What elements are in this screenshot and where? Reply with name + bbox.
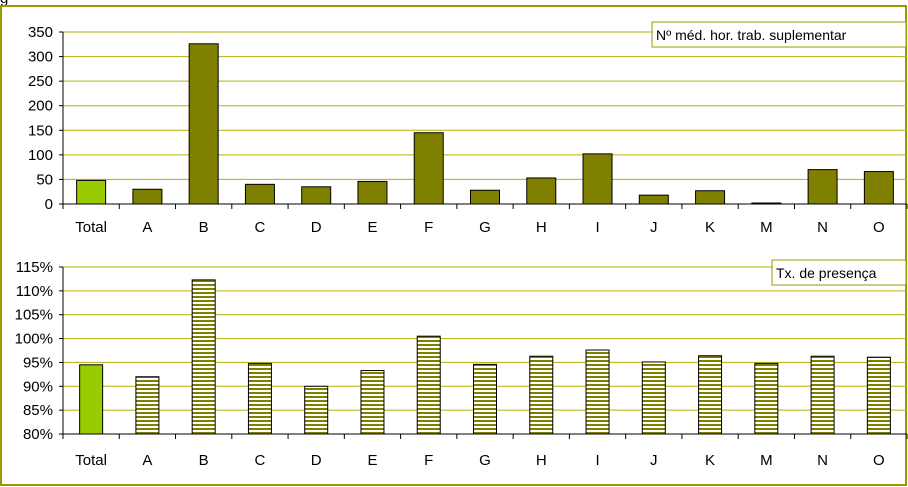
y-tick-label: 95% — [23, 354, 53, 371]
x-tick-label: O — [873, 219, 885, 236]
bar — [526, 177, 557, 205]
x-tick-label: E — [367, 452, 377, 469]
x-tick-label: G — [479, 452, 491, 469]
x-tick-label: B — [199, 452, 209, 469]
x-tick-label: C — [255, 452, 266, 469]
bar — [582, 153, 613, 205]
y-tick-label: 90% — [23, 378, 53, 395]
x-tick-label: H — [536, 452, 547, 469]
x-tick-label: J — [650, 219, 658, 236]
page-title-partial: g — [0, 0, 8, 7]
y-tick-label: 100% — [15, 331, 53, 348]
bar — [416, 335, 441, 435]
x-tick-label: D — [311, 219, 322, 236]
y-tick-label: 110% — [16, 283, 53, 300]
y-tick-label: 200 — [28, 98, 53, 115]
outer-border — [0, 5, 907, 486]
x-tick-label: F — [424, 452, 433, 469]
presence-rate-chart: 80% 85% 90% 95% 100% 105% 110% 115% Total A B C D E F G… — [15, 259, 908, 469]
x-tick-label: K — [705, 452, 715, 469]
bar — [304, 385, 329, 435]
bar — [191, 279, 216, 435]
bar — [301, 186, 332, 205]
y-tick-label: 100 — [28, 147, 53, 164]
bar — [413, 132, 444, 205]
bar — [754, 362, 779, 435]
x-tick-label: K — [705, 219, 715, 236]
bar — [247, 362, 272, 435]
x-tick-label: E — [367, 219, 377, 236]
bar — [641, 361, 666, 435]
bar — [638, 194, 669, 205]
bar — [188, 43, 219, 205]
bar — [473, 363, 497, 435]
overtime-hours-chart: 0 50 100 150 200 250 300 350 Total A B C D E F G H I J K M N O… — [28, 21, 908, 236]
x-tick-label: M — [760, 219, 773, 236]
x-tick-label: B — [199, 219, 209, 236]
x-tick-label: G — [479, 219, 491, 236]
y-tick-label: 300 — [28, 49, 53, 66]
bar — [357, 180, 388, 205]
legend-box — [771, 259, 907, 286]
legend-box — [651, 21, 907, 48]
y-tick-label: 105% — [15, 307, 53, 324]
y-tick-label: 250 — [28, 73, 53, 90]
bar — [132, 188, 163, 205]
bar — [244, 183, 275, 205]
x-tick-label: A — [142, 452, 152, 469]
bar — [863, 171, 894, 205]
x-tick-label: C — [255, 219, 266, 236]
y-tick-label: 0 — [45, 196, 53, 213]
legend-label: Tx. de presença — [776, 265, 877, 281]
bar — [807, 169, 838, 205]
x-tick-label: Total — [75, 452, 107, 469]
bar-total — [79, 364, 104, 435]
x-tick-label: D — [311, 452, 322, 469]
bar — [585, 349, 610, 435]
y-tick-label: 85% — [23, 402, 53, 419]
x-tick-label: H — [536, 219, 547, 236]
bar — [751, 202, 782, 205]
y-tick-label: 80% — [23, 426, 53, 443]
bar — [529, 355, 554, 435]
y-tick-label: 50 — [36, 171, 53, 188]
x-tick-label: O — [873, 452, 885, 469]
bar — [698, 355, 723, 435]
x-tick-label: I — [595, 452, 599, 469]
bar-total — [76, 179, 107, 205]
x-tick-label: N — [817, 452, 828, 469]
y-tick-label: 350 — [28, 24, 53, 41]
x-tick-label: J — [650, 452, 658, 469]
x-tick-label: N — [817, 219, 828, 236]
y-tick-label: 115% — [16, 259, 53, 276]
bar — [360, 370, 385, 435]
bar — [695, 190, 726, 205]
x-tick-label: Total — [75, 219, 107, 236]
legend-label: Nº méd. hor. trab. suplementar — [656, 27, 847, 43]
x-tick-label: F — [424, 219, 433, 236]
y-tick-label: 150 — [28, 122, 53, 139]
bar — [866, 356, 891, 435]
bar — [135, 376, 160, 435]
bar — [470, 189, 500, 205]
bar — [810, 355, 835, 435]
x-tick-label: I — [595, 219, 599, 236]
x-tick-label: M — [760, 452, 773, 469]
x-tick-label: A — [142, 219, 152, 236]
